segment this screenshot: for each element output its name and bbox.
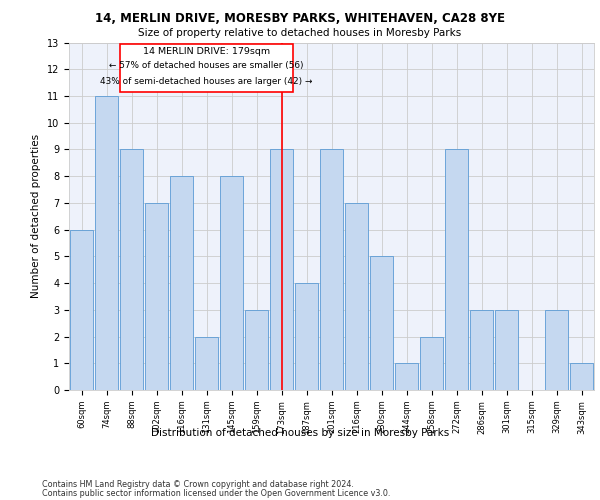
Bar [320,150,343,390]
Text: 14, MERLIN DRIVE, MORESBY PARKS, WHITEHAVEN, CA28 8YE: 14, MERLIN DRIVE, MORESBY PARKS, WHITEHA… [95,12,505,26]
Bar [395,364,418,390]
Bar [170,176,193,390]
Bar [370,256,393,390]
Text: Contains public sector information licensed under the Open Government Licence v3: Contains public sector information licen… [42,488,391,498]
Bar [545,310,568,390]
Bar [95,96,118,390]
Text: Distribution of detached houses by size in Moresby Parks: Distribution of detached houses by size … [151,428,449,438]
Text: 43% of semi-detached houses are larger (42) →: 43% of semi-detached houses are larger (… [100,77,313,86]
Bar [445,150,468,390]
Bar [120,150,143,390]
Text: Size of property relative to detached houses in Moresby Parks: Size of property relative to detached ho… [139,28,461,38]
Bar [345,203,368,390]
Bar [145,203,168,390]
Bar [420,336,443,390]
Text: ← 57% of detached houses are smaller (56): ← 57% of detached houses are smaller (56… [109,62,304,70]
Y-axis label: Number of detached properties: Number of detached properties [31,134,41,298]
Text: Contains HM Land Registry data © Crown copyright and database right 2024.: Contains HM Land Registry data © Crown c… [42,480,354,489]
Bar [220,176,243,390]
Bar [70,230,93,390]
Bar [295,283,318,390]
Bar [570,364,593,390]
Bar [470,310,493,390]
Bar [495,310,518,390]
Bar [195,336,218,390]
FancyBboxPatch shape [120,44,293,92]
Bar [245,310,268,390]
Text: 14 MERLIN DRIVE: 179sqm: 14 MERLIN DRIVE: 179sqm [143,46,270,56]
Bar [270,150,293,390]
